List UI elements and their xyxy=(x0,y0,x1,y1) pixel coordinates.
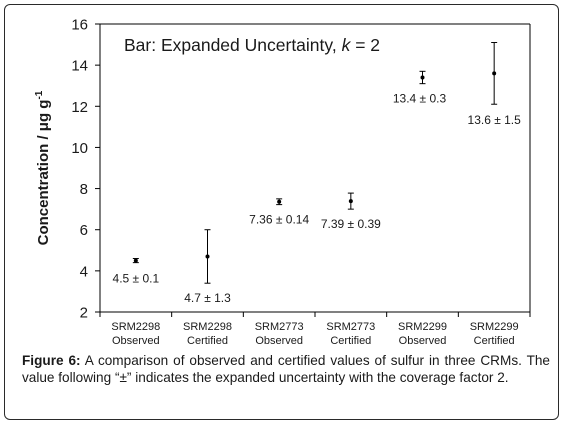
x-category-label-line2: Certified xyxy=(474,335,515,347)
y-axis-label-main: Concentration / μg g xyxy=(35,100,52,246)
point-value-label: 13.6 ± 1.5 xyxy=(468,113,522,127)
chart-title-suffix: = 2 xyxy=(350,35,380,55)
point-labels: 4.5 ± 0.1 4.7 ± 1.3 7.36 ± 0.14 7.39 ± 0.39… xyxy=(113,92,522,306)
x-category-label-line2: Observed xyxy=(112,335,160,347)
x-category-label-line1: SRM2298 xyxy=(111,321,160,333)
x-category-label-line1: SRM2773 xyxy=(326,321,375,333)
x-category-label-line2: Certified xyxy=(187,335,228,347)
caption-text: A comparison of observed and certified v… xyxy=(22,353,550,385)
y-tick-label: 6 xyxy=(80,222,88,239)
point-value-label: 7.39 ± 0.39 xyxy=(321,217,381,231)
data-point xyxy=(348,199,353,204)
data-point xyxy=(277,199,282,204)
data-point xyxy=(133,258,138,263)
x-category-label-line2: Observed xyxy=(255,335,303,347)
data-point xyxy=(205,254,210,259)
figure-frame xyxy=(4,4,559,420)
chart-axes xyxy=(99,23,531,313)
x-ticks: SRM2298 Observed SRM2298 Certified SRM2773 Ob… xyxy=(99,312,531,347)
data-point xyxy=(492,71,497,76)
data-series xyxy=(132,42,498,284)
point-value-label: 13.4 ± 0.3 xyxy=(393,92,447,106)
point-value-label: 4.5 ± 0.1 xyxy=(113,272,160,286)
y-tick-label: 16 xyxy=(71,17,88,34)
chart-title-k: k xyxy=(342,35,352,55)
y-tick-label: 10 xyxy=(71,140,88,157)
x-category-label-line1: SRM2773 xyxy=(255,321,304,333)
data-point xyxy=(420,75,425,80)
x-category-label-line1: SRM2299 xyxy=(470,321,519,333)
y-tick-label: 2 xyxy=(80,305,88,322)
y-tick-label: 14 xyxy=(71,58,88,75)
x-category-label-line1: SRM2299 xyxy=(398,321,447,333)
caption-label: Figure 6: xyxy=(22,353,81,368)
chart-title: Bar: Expanded Uncertainty, k = 2 xyxy=(124,35,380,55)
y-axis-label-sup: -1 xyxy=(34,90,45,99)
y-tick-label: 4 xyxy=(80,263,88,280)
point-value-label: 4.7 ± 1.3 xyxy=(184,291,231,305)
figure-caption: Figure 6: A comparison of observed and c… xyxy=(22,352,550,386)
y-axis-label: Concentration / μg g-1 xyxy=(34,90,52,245)
point-value-label: 7.36 ± 0.14 xyxy=(249,213,309,227)
y-tick-label: 8 xyxy=(80,181,88,198)
x-category-label-line2: Certified xyxy=(330,335,371,347)
x-category-label-line2: Observed xyxy=(399,335,447,347)
y-ticks: 2 4 6 8 10 12 14 16 xyxy=(71,17,100,322)
x-category-label-line1: SRM2298 xyxy=(183,321,232,333)
chart-title-prefix: Bar: Expanded Uncertainty, xyxy=(124,35,342,55)
y-tick-label: 12 xyxy=(71,99,88,116)
